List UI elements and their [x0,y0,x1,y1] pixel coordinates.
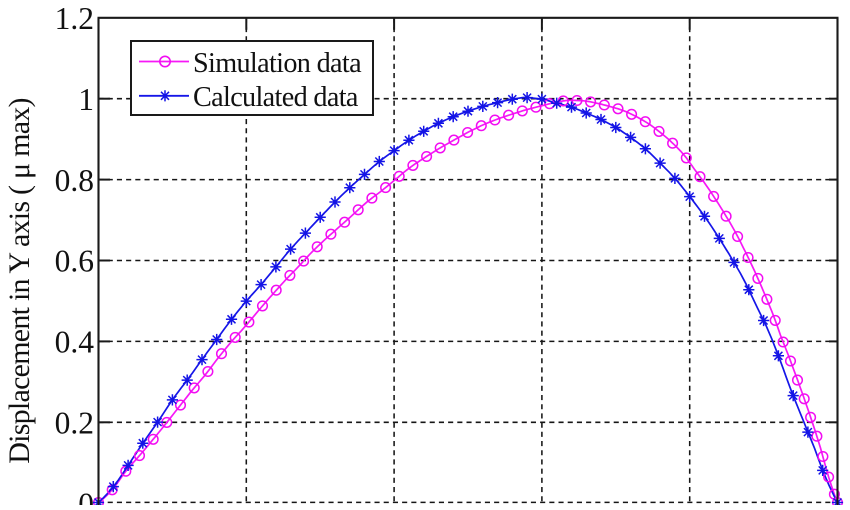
svg-text:1: 1 [78,82,94,117]
svg-text:0.4: 0.4 [55,325,95,360]
svg-text:1.2: 1.2 [55,1,94,36]
svg-text:Displacement in Y axis ( μ max: Displacement in Y axis ( μ max) [3,98,36,464]
svg-text:Simulation data: Simulation data [193,48,362,79]
svg-text:Calculated data: Calculated data [193,82,359,113]
svg-text:0: 0 [78,486,94,505]
svg-text:0.8: 0.8 [55,163,94,198]
svg-text:0.6: 0.6 [55,244,94,279]
svg-text:0.2: 0.2 [55,406,94,441]
